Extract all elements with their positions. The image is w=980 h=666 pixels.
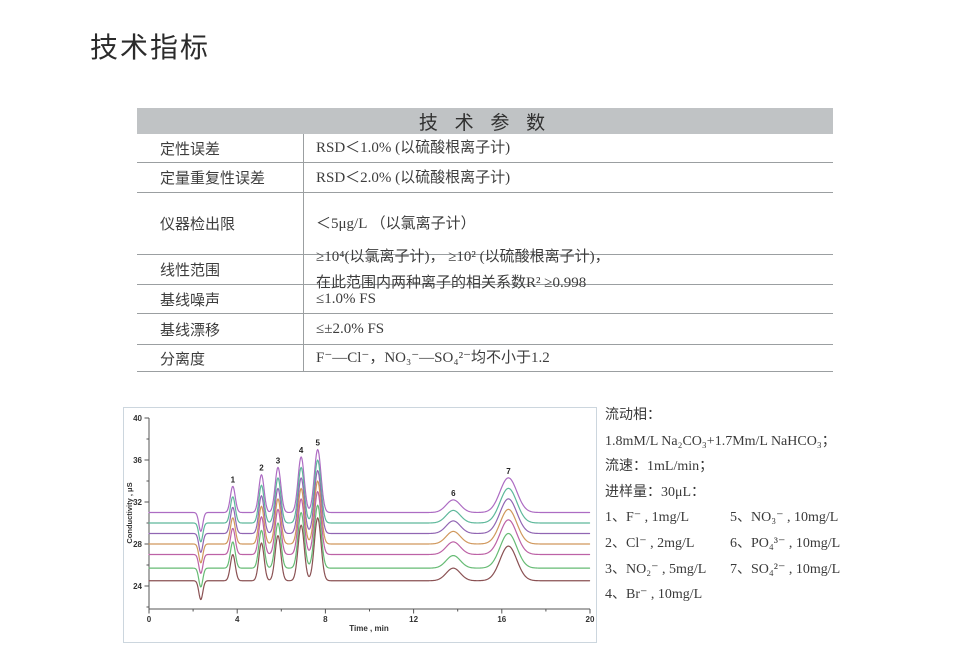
peak-label: 4 xyxy=(299,446,304,455)
peak-label: 5 xyxy=(315,439,320,448)
spec-row-value: RSD＜1.0% (以硫酸根离子计) xyxy=(316,140,511,156)
chromatogram-panel: 24 28 32 36 40 0 4 8 12 16 20 Conductivity , μS Time… xyxy=(123,407,597,643)
y-tick-label: 40 xyxy=(133,414,142,423)
spec-row-value: RSD＜2.0% (以硫酸根离子计) xyxy=(316,169,511,186)
peak-label: 3 xyxy=(276,456,281,465)
condition-line: 进样量：30μL： xyxy=(605,484,706,500)
y-tick-label: 28 xyxy=(133,540,142,549)
peak-label: 2 xyxy=(259,464,264,473)
spec-row: 基线噪声 ≤1.0% FS xyxy=(137,285,833,314)
spec-row: 定性误差 RSD＜1.0% (以硫酸根离子计) xyxy=(137,134,833,163)
analyte-column-2: 5、NO₃⁻ , 10mg/L 6、PO₄³⁻ , 10mg/L 7、SO₄²⁻ ,… xyxy=(730,505,840,608)
trace-5 xyxy=(148,490,591,574)
analyte-item: 4、Br⁻ , 10mg/L xyxy=(605,587,703,603)
spec-row-label: 基线噪声 xyxy=(160,292,221,309)
analyte-item: 3、NO₂⁻ , 5mg/L xyxy=(605,561,707,577)
trace-3 xyxy=(148,469,591,553)
spec-row-label: 定性误差 xyxy=(160,141,221,158)
x-tick-label: 8 xyxy=(323,615,328,624)
spec-row-value: ＜5μg/L （以氯离子计） xyxy=(316,215,476,232)
y-tick-label: 32 xyxy=(133,498,142,507)
analyte-item: 2、Cl⁻ , 2mg/L xyxy=(605,535,695,551)
column-divider xyxy=(303,134,304,372)
spec-row-value: F⁻—Cl⁻，NO₃⁻—SO₄²⁻均不小于1.2 xyxy=(316,350,550,366)
spec-row-value: ≤1.0% FS xyxy=(316,291,376,307)
spec-row-label: 定量重复性误差 xyxy=(160,171,266,187)
y-tick-label: 24 xyxy=(133,582,142,591)
x-axis-title: Time , min xyxy=(349,624,389,633)
spec-row: 基线漂移 ≤±2.0% FS xyxy=(137,314,833,345)
peak-label: 7 xyxy=(506,467,511,476)
peak-label: 6 xyxy=(451,489,456,498)
spec-row-label: 分离度 xyxy=(160,351,206,368)
condition-line: 1.8mM/L Na₂CO₃+1.7Mm/L NaHCO₃； xyxy=(605,433,836,449)
spec-row: 线性范围 ≥10⁴(以氯离子计)， ≥10² (以硫酸根离子计)， 在此范围内两种离… xyxy=(137,249,833,291)
analyte-item: 5、NO₃⁻ , 10mg/L xyxy=(730,510,839,525)
analyte-legend: 1、F⁻ , 1mg/L 2、Cl⁻ , 2mg/L 3、NO₂⁻ , 5mg/L 4… xyxy=(605,505,965,608)
peak-label: 1 xyxy=(231,475,236,484)
spec-row-label: 仪器检出限 xyxy=(160,217,236,233)
spec-row-label: 线性范围 xyxy=(160,263,221,279)
trace-2 xyxy=(148,459,591,543)
spec-row: 定量重复性误差 RSD＜2.0% (以硫酸根离子计) xyxy=(137,163,833,193)
analyte-item: 7、SO₄²⁻ , 10mg/L xyxy=(730,561,841,577)
spec-table-header: 技 术 参 数 xyxy=(137,108,833,134)
x-tick-label: 20 xyxy=(586,615,595,624)
conditions-lines: 流动相： 1.8mM/L Na₂CO₃+1.7Mm/L NaHCO₃； 流速：1mL… xyxy=(605,403,965,505)
x-tick-label: 0 xyxy=(147,615,152,624)
spec-row: 仪器检出限 ＜5μg/L （以氯离子计） xyxy=(137,193,833,255)
y-axis-title: Conductivity , μS xyxy=(125,482,134,543)
trace-7 xyxy=(148,517,591,601)
spec-table-body: 定性误差 RSD＜1.0% (以硫酸根离子计) 定量重复性误差 RSD＜2.0% (以… xyxy=(137,134,833,372)
condition-line: 流速：1mL/min； xyxy=(605,459,714,474)
analyte-item: 1、F⁻ , 1mg/L xyxy=(605,510,690,525)
page-title: 技术指标 xyxy=(90,33,211,64)
spec-row-label: 基线漂移 xyxy=(160,322,221,339)
spec-row: 分离度 F⁻—Cl⁻，NO₃⁻—SO₄²⁻均不小于1.2 xyxy=(137,345,833,372)
x-tick-label: 12 xyxy=(409,615,418,624)
y-tick-label: 36 xyxy=(133,456,142,465)
trace-6 xyxy=(148,504,591,588)
spec-row-value: ≥10⁴(以氯离子计)， ≥10² (以硫酸根离子计)， 在此范围内两种离子的相关… xyxy=(316,248,610,291)
x-tick-label: 4 xyxy=(235,615,240,624)
condition-line: 流动相： xyxy=(605,408,661,423)
spec-table: 技 术 参 数 定性误差 RSD＜1.0% (以硫酸根离子计) 定量重复性误差 RSD… xyxy=(137,108,833,372)
conditions-block: 流动相： 1.8mM/L Na₂CO₃+1.7Mm/L NaHCO₃； 流速：1mL… xyxy=(605,403,965,608)
x-tick-label: 16 xyxy=(497,615,506,624)
analyte-item: 6、PO₄³⁻ , 10mg/L xyxy=(730,535,841,551)
trace-4 xyxy=(148,480,591,564)
spec-row-value: ≤±2.0% FS xyxy=(316,321,385,337)
analyte-column-1: 1、F⁻ , 1mg/L 2、Cl⁻ , 2mg/L 3、NO₂⁻ , 5mg/L 4… xyxy=(605,505,730,608)
trace-1 xyxy=(148,448,591,532)
